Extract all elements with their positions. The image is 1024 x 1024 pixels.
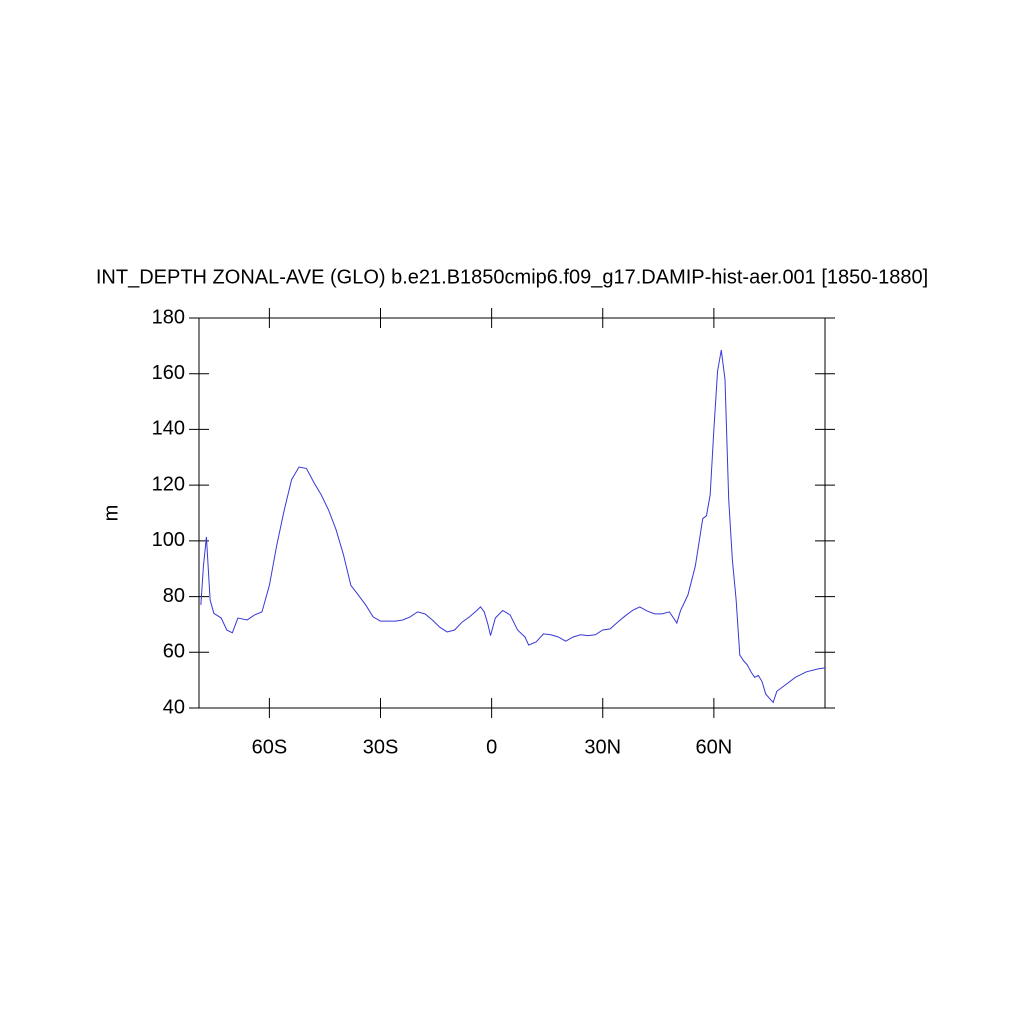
- y-tick-label: 100: [152, 529, 185, 551]
- x-tick-label: 30N: [584, 736, 621, 758]
- y-tick-label: 120: [152, 473, 185, 495]
- y-tick-label: 80: [163, 585, 185, 607]
- y-tick-label: 160: [152, 362, 185, 384]
- y-tick-label: 40: [163, 696, 185, 718]
- plot-frame: [198, 317, 826, 709]
- x-tick-label: 30S: [363, 736, 399, 758]
- y-axis-label: m: [100, 505, 122, 522]
- x-tick-label: 60S: [252, 736, 288, 758]
- y-tick-label: 140: [152, 418, 185, 440]
- x-tick-label: 60N: [696, 736, 733, 758]
- chart-title: INT_DEPTH ZONAL-AVE (GLO) b.e21.B1850cmi…: [96, 266, 928, 288]
- y-tick-label: 60: [163, 641, 185, 663]
- data-line: [200, 349, 826, 704]
- y-tick-label: 180: [152, 306, 185, 328]
- x-tick-label: 0: [486, 736, 497, 758]
